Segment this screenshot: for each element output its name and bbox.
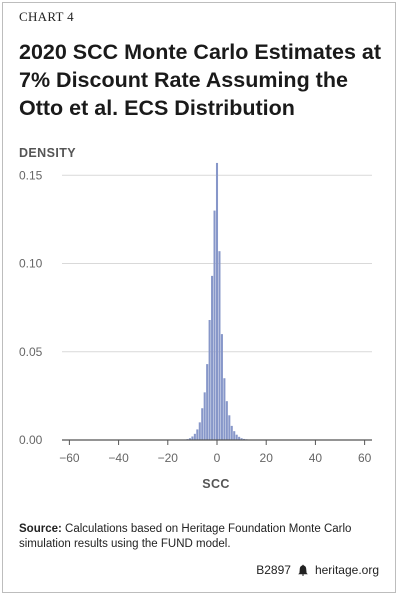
histogram-bar: [213, 210, 216, 440]
x-tick-label: −60: [59, 451, 80, 465]
histogram-bar: [206, 364, 209, 440]
histogram-bar: [218, 251, 221, 440]
histogram-bar: [228, 415, 231, 440]
histogram-bar: [225, 401, 228, 440]
histogram-plot: DENSITY 0.00 0.05 0.10 0.15 −60 −40 −20 0 20 40 6…: [19, 146, 372, 491]
y-axis-ticks: 0.00 0.05 0.10 0.15: [19, 168, 43, 447]
x-tick-label: −40: [108, 451, 129, 465]
source-note: Source: Calculations based on Heritage F…: [19, 522, 384, 552]
histogram-bar: [238, 436, 241, 440]
histogram-bar: [188, 438, 191, 440]
histogram-bar: [198, 422, 201, 440]
histogram-bar: [235, 434, 238, 440]
histogram-bar: [220, 334, 223, 440]
x-tick-label: −20: [158, 451, 179, 465]
x-axis-title: SCC: [202, 477, 230, 491]
histogram-bar: [240, 438, 243, 440]
histogram-bar: [223, 378, 226, 440]
chart-title: 2020 SCC Monte Carlo Estimates at 7% Dis…: [19, 40, 382, 120]
y-tick-label: 0.05: [19, 345, 43, 359]
histogram-bar: [215, 162, 219, 441]
footer: B2897 heritage.org: [256, 563, 379, 577]
histogram-bars: [183, 162, 251, 441]
y-tick-label: 0.15: [19, 168, 43, 182]
liberty-bell-icon: [298, 564, 308, 576]
histogram-bar: [208, 320, 211, 440]
chart-frame: [2, 2, 396, 593]
site-link[interactable]: heritage.org: [314, 563, 379, 577]
histogram-bar: [211, 275, 214, 440]
y-axis-title: DENSITY: [19, 146, 76, 160]
x-axis-ticks: −60 −40 −20 0 20 40 60: [59, 440, 372, 465]
x-tick-label: 60: [358, 451, 372, 465]
histogram-bar: [193, 433, 196, 440]
x-tick-label: 40: [309, 451, 323, 465]
histogram-bar: [233, 431, 236, 440]
source-text: Calculations based on Heritage Foundatio…: [19, 523, 352, 550]
histogram-bar: [201, 408, 204, 440]
y-tick-label: 0.10: [19, 257, 43, 271]
y-tick-label: 0.00: [19, 433, 43, 447]
histogram-bar: [230, 425, 233, 440]
source-label: Source:: [19, 523, 62, 535]
chart-number-label: CHART 4: [19, 9, 74, 24]
histogram-bar: [191, 436, 194, 440]
x-tick-label: 20: [260, 451, 274, 465]
histogram-bar: [196, 429, 199, 440]
report-code: B2897: [256, 563, 291, 577]
histogram-bar: [203, 392, 206, 440]
x-tick-label: 0: [214, 451, 221, 465]
